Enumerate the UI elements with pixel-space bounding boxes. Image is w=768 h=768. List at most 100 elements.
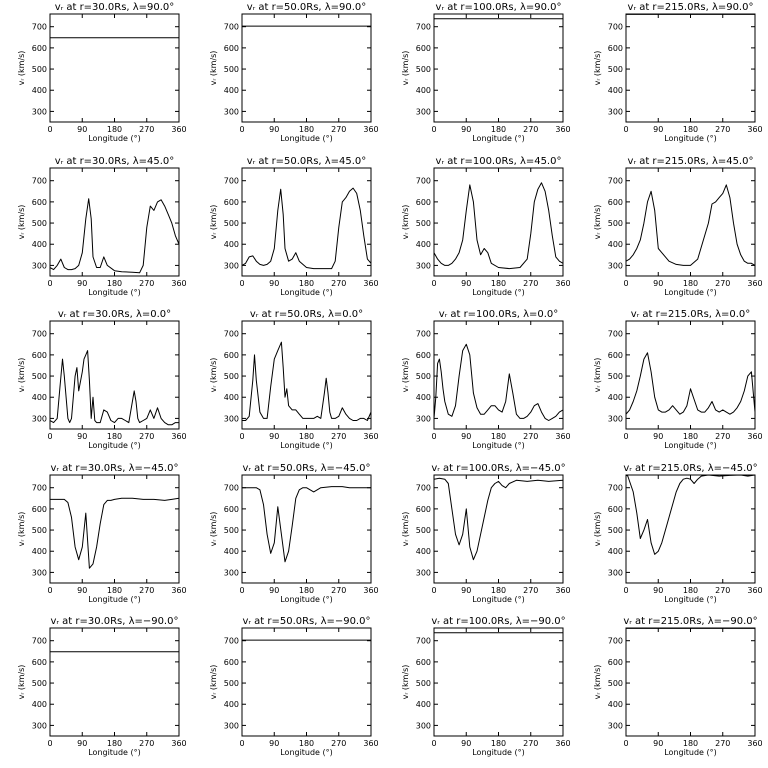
y-tick-label: 300 [224,261,239,270]
series-line [434,477,563,560]
y-axis-label: vᵣ (km/s) [17,358,26,393]
x-axis-label: Longitude (°) [472,595,524,604]
x-tick-label: 180 [107,279,122,288]
y-tick-label: 400 [416,701,431,710]
y-tick-label: 400 [32,393,47,402]
x-tick-label: 180 [107,125,122,134]
x-tick-label: 90 [461,586,471,595]
y-tick-label: 300 [224,415,239,424]
x-tick-label: 90 [269,586,279,595]
x-tick-label: 90 [77,279,87,288]
y-axis-label: vᵣ (km/s) [209,51,218,86]
x-tick-label: 270 [331,432,346,441]
x-tick-label: 0 [239,125,244,134]
y-tick-label: 300 [416,107,431,116]
x-tick-label: 360 [555,279,570,288]
x-tick-label: 180 [299,125,314,134]
y-tick-label: 400 [416,547,431,556]
x-tick-label: 180 [491,125,506,134]
y-tick-label: 500 [608,526,623,535]
x-tick-label: 270 [139,125,154,134]
x-tick-label: 180 [107,739,122,748]
chart-title: vᵣ at r=100.0Rs, λ=90.0° [436,2,562,13]
x-axis-label: Longitude (°) [88,288,140,297]
x-axis-label: Longitude (°) [664,595,716,604]
y-tick-label: 700 [416,176,431,185]
y-tick-label: 700 [416,484,431,493]
x-tick-label: 90 [77,586,87,595]
y-axis-label: vᵣ (km/s) [593,511,602,546]
chart-panel: vᵣ at r=100.0Rs, λ=−45.0° 300 400 500 600 700… [384,461,576,615]
x-tick-label: 180 [299,586,314,595]
chart-svg: vᵣ at r=30.0Rs, λ=−90.0° 300 400 500 600 700 0… [17,616,187,757]
x-tick-label: 180 [683,279,698,288]
x-tick-label: 360 [747,279,762,288]
x-axis-label: Longitude (°) [88,748,140,757]
chart-title: vᵣ at r=50.0Rs, λ=90.0° [247,2,367,13]
y-tick-label: 700 [416,637,431,646]
x-tick-label: 0 [47,586,52,595]
x-axis-label: Longitude (°) [280,595,332,604]
chart-title: vᵣ at r=50.0Rs, λ=45.0° [247,156,367,167]
y-tick-label: 700 [224,176,239,185]
y-tick-label: 400 [608,393,623,402]
y-tick-label: 400 [416,86,431,95]
y-tick-label: 300 [32,722,47,731]
chart-title: vᵣ at r=100.0Rs, λ=45.0° [436,156,562,167]
x-tick-label: 270 [139,739,154,748]
y-tick-label: 300 [32,107,47,116]
y-tick-label: 600 [608,658,623,667]
y-tick-label: 600 [416,44,431,53]
y-tick-label: 700 [32,23,47,32]
chart-svg: vᵣ at r=50.0Rs, λ=−90.0° 300 400 500 600 700 0… [209,616,379,757]
y-axis-label: vᵣ (km/s) [209,665,218,700]
y-tick-label: 300 [32,261,47,270]
y-tick-label: 600 [416,658,431,667]
y-tick-label: 400 [32,240,47,249]
x-tick-label: 270 [523,125,538,134]
y-tick-label: 700 [608,23,623,32]
plot-frame [433,13,564,123]
plot-frame [241,320,372,430]
y-axis-label: vᵣ (km/s) [17,665,26,700]
series-line [626,183,755,266]
y-tick-label: 600 [608,44,623,53]
x-tick-label: 360 [555,586,570,595]
x-tick-label: 180 [491,739,506,748]
plot-frame [49,474,180,584]
chart-panel: vᵣ at r=215.0Rs, λ=−90.0° 300 400 500 600 700… [576,614,768,768]
x-tick-label: 90 [653,739,663,748]
y-tick-label: 300 [224,722,239,731]
plot-frame [625,474,756,584]
x-tick-label: 0 [623,739,628,748]
y-tick-label: 600 [416,197,431,206]
x-tick-label: 360 [747,586,762,595]
y-tick-label: 300 [608,261,623,270]
x-tick-label: 90 [77,125,87,134]
x-tick-label: 180 [299,432,314,441]
y-tick-label: 300 [608,568,623,577]
chart-panel: vᵣ at r=30.0Rs, λ=0.0° 300 400 500 600 700 0 90… [0,307,192,461]
y-tick-label: 700 [32,484,47,493]
x-axis-label: Longitude (°) [88,134,140,143]
x-tick-label: 90 [653,125,663,134]
x-tick-label: 360 [171,586,186,595]
y-tick-label: 300 [608,107,623,116]
x-tick-label: 270 [331,739,346,748]
y-tick-label: 600 [608,197,623,206]
x-tick-label: 360 [363,125,378,134]
x-tick-label: 360 [555,125,570,134]
y-axis-label: vᵣ (km/s) [209,204,218,239]
plot-frame [625,320,756,430]
x-tick-label: 270 [715,586,730,595]
y-tick-label: 300 [608,722,623,731]
series-line [434,343,563,422]
x-axis-label: Longitude (°) [472,288,524,297]
plot-frame [241,627,372,737]
y-tick-label: 600 [32,505,47,514]
series-line [242,341,371,422]
chart-svg: vᵣ at r=50.0Rs, λ=0.0° 300 400 500 600 700 0 90… [209,309,379,450]
plot-frame [49,167,180,277]
y-tick-label: 700 [224,637,239,646]
chart-panel: vᵣ at r=30.0Rs, λ=90.0° 300 400 500 600 700 0 9… [0,0,192,154]
